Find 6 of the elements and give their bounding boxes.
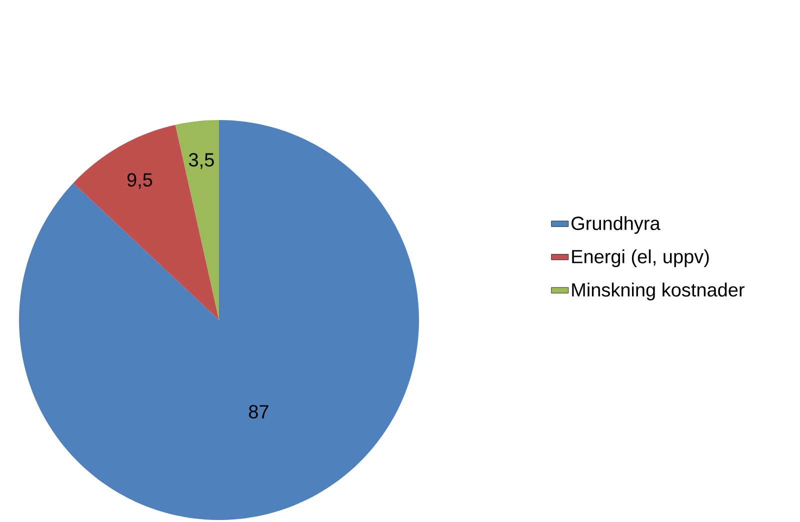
data-label: 3,5	[188, 153, 214, 169]
legend-label: Energi (el, uppv)	[572, 249, 709, 268]
legend-label: Minskning kostnader	[572, 282, 744, 300]
data-label: 87	[248, 405, 268, 419]
legend-label: Grundhyra	[572, 216, 660, 234]
data-label: 9,5	[127, 173, 152, 189]
